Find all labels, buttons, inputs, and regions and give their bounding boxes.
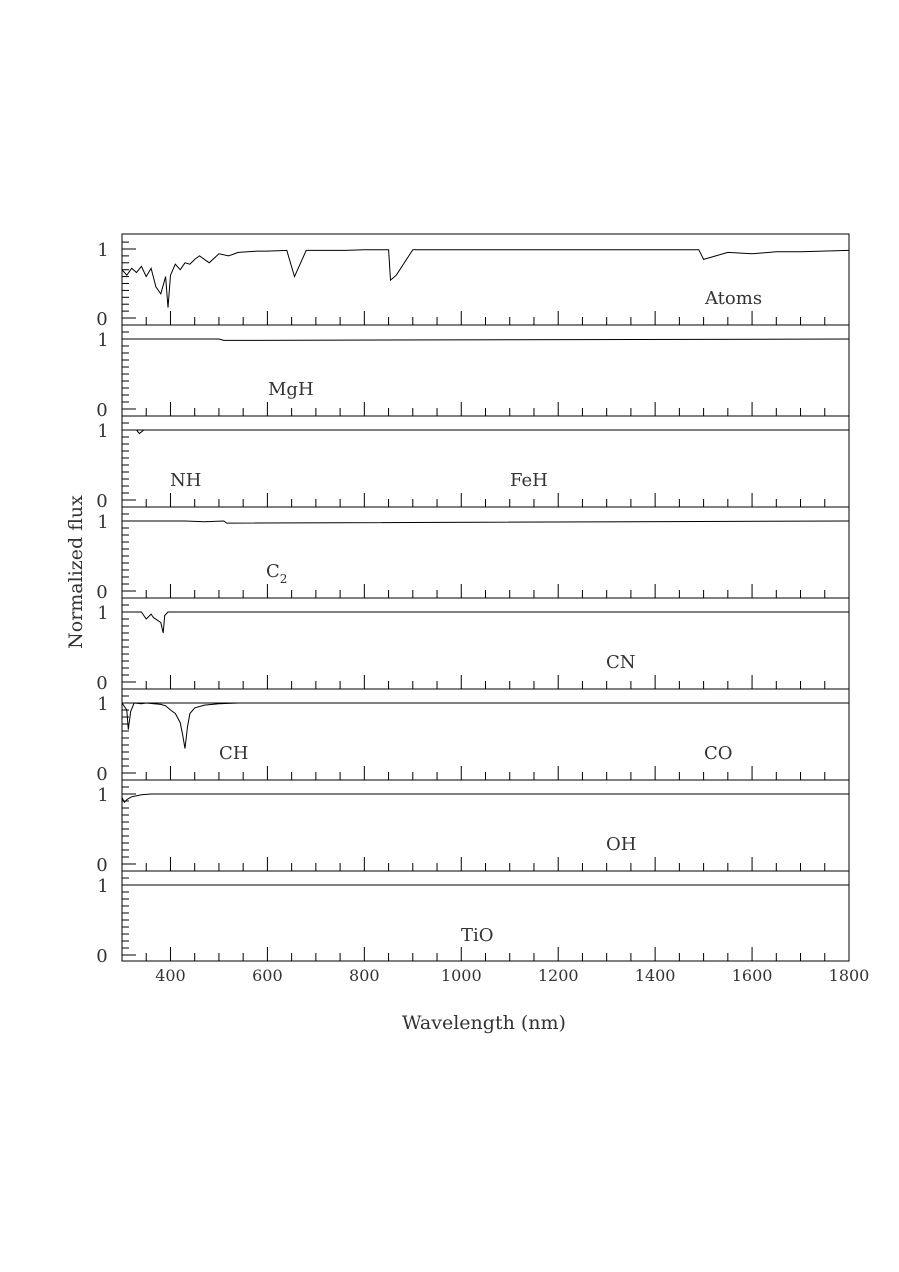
y-tick-label: 0: [96, 400, 107, 421]
y-tick-label: 0: [96, 764, 107, 785]
panel-label-cn: CN: [606, 652, 636, 673]
y-tick-label: 0: [96, 855, 107, 876]
x-tick-label: 600: [252, 966, 283, 985]
panel-label-oh: OH: [606, 834, 636, 855]
x-axis-label: Wavelength (nm): [402, 1012, 566, 1034]
series-line-mgh: [122, 338, 850, 341]
y-tick-label: 1: [97, 512, 108, 533]
panel-label-tio: TiO: [461, 925, 494, 946]
y-tick-label: 1: [97, 421, 108, 442]
series-line-oh: [121, 793, 849, 804]
panel-label-feh: FeH: [510, 470, 548, 491]
y-tick-label: 0: [96, 491, 107, 512]
x-tick-label: 1000: [441, 966, 482, 985]
panel-label-mgh: MgH: [268, 379, 314, 400]
series-line-atoms: [121, 249, 850, 308]
x-tick-label: 400: [155, 966, 186, 985]
y-tick-label: 0: [96, 946, 107, 967]
panel-label-co: CO: [704, 743, 733, 764]
y-tick-label: 1: [97, 876, 108, 897]
x-tick-label: 800: [349, 966, 380, 985]
panel-label-nh: NH: [170, 470, 201, 491]
series-line-ch: [121, 702, 849, 749]
y-tick-label: 1: [97, 240, 108, 261]
y-tick-label: 0: [96, 582, 107, 603]
y-tick-label: 0: [96, 309, 107, 330]
series-layer: [121, 249, 850, 886]
tick-layer: [122, 241, 849, 961]
y-tick-label: 0: [96, 673, 107, 694]
series-line-c2: [122, 520, 850, 524]
panel-label-ch: CH: [219, 743, 248, 764]
y-axis-label: Normalized flux: [65, 495, 87, 649]
x-tick-label: 1400: [635, 966, 676, 985]
y-tick-label: 1: [97, 785, 108, 806]
x-tick-label: 1600: [732, 966, 773, 985]
series-line-cn: [122, 611, 849, 634]
x-tick-label: 1200: [538, 966, 579, 985]
x-tick-label: 1800: [829, 966, 870, 985]
series-line-nh: [122, 429, 849, 435]
y-tick-label: 1: [97, 603, 108, 624]
y-tick-label: 1: [97, 330, 108, 351]
panel-label-c2: C2: [266, 561, 287, 586]
y-tick-label: 1: [97, 694, 108, 715]
panel-label-atoms: Atoms: [704, 288, 762, 309]
